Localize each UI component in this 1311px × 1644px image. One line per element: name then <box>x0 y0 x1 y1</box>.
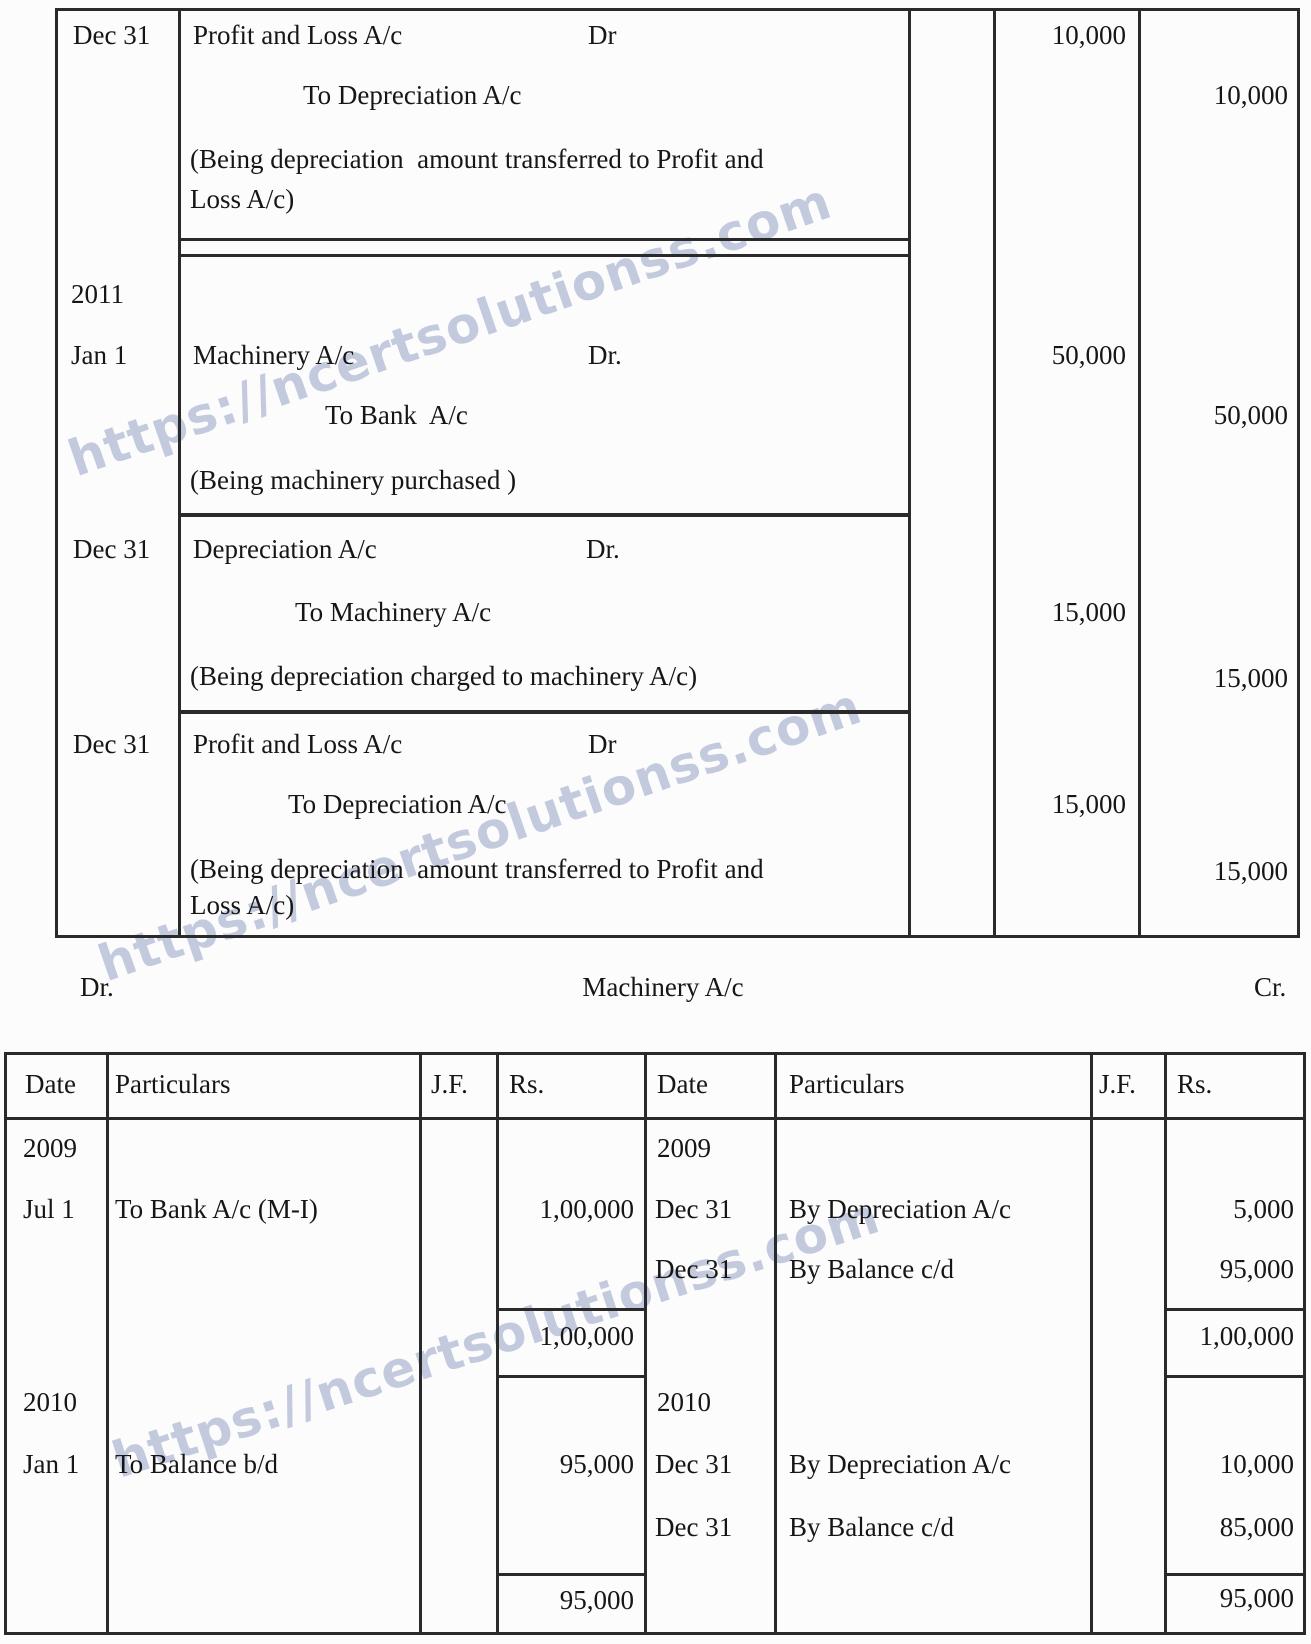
ledger-row-year: 2009 <box>657 1133 711 1163</box>
journal-entry-narration: (Being depreciation charged to machinery… <box>190 661 698 691</box>
ledger-total-amount: 1,00,000 <box>539 1321 635 1351</box>
ledger-total-amount: 95,000 <box>1219 1583 1294 1613</box>
journal-entry-year: 2011 <box>71 279 124 309</box>
ledger-dr-label: Dr. <box>80 972 114 1002</box>
ledger-row-amount: 1,00,000 <box>539 1194 635 1224</box>
ledger-header-particulars: Particulars <box>789 1069 905 1099</box>
ledger-header-rs: Rs. <box>509 1069 545 1099</box>
journal-particulars-column-divider <box>908 11 911 935</box>
ledger-row-particulars: By Balance c/d <box>789 1512 954 1542</box>
journal-date-column-divider <box>178 11 181 935</box>
ledger-total-rule <box>1167 1308 1303 1311</box>
ledger-row-particulars: To Bank A/c (M-I) <box>115 1194 318 1224</box>
ledger-total-rule <box>499 1375 644 1378</box>
journal-entry-debit-amount: 50,000 <box>1051 340 1126 370</box>
ledger-row-date: Dec 31 <box>655 1194 733 1224</box>
journal-entry-divider <box>178 710 911 714</box>
journal-entry-credit-amount: 15,000 <box>1213 856 1288 886</box>
journal-entry-credit-amount: 50,000 <box>1213 400 1288 430</box>
journal-entry-date: Jan 1 <box>71 340 128 370</box>
journal-entry-narration: Loss A/c) <box>190 890 295 920</box>
journal-debit-column-divider <box>1138 11 1141 935</box>
ledger-total-rule <box>499 1308 644 1311</box>
ledger-row-year: 2009 <box>23 1133 77 1163</box>
journal-entry-credit-line: To Depreciation A/c <box>303 80 522 110</box>
ledger-row-date: Dec 31 <box>655 1512 733 1542</box>
ledger-row-date: Dec 31 <box>655 1254 733 1284</box>
ledger-title: Machinery A/c <box>582 972 744 1002</box>
ledger-column-divider <box>106 1055 109 1632</box>
ledger-total-rule <box>499 1573 644 1576</box>
ledger-total-rule <box>1167 1573 1303 1576</box>
ledger-row-date: Jul 1 <box>23 1194 75 1224</box>
journal-entry-narration: (Being depreciation amount transferred t… <box>190 144 764 174</box>
ledger-header-rs: Rs. <box>1177 1069 1213 1099</box>
journal-entry-dr-label: Dr. <box>586 534 620 564</box>
journal-entry-account: Depreciation A/c <box>193 534 377 564</box>
journal-entry-narration: (Being depreciation amount transferred t… <box>190 854 764 884</box>
ledger-header-particulars: Particulars <box>115 1069 231 1099</box>
ledger-row-particulars: To Balance b/d <box>115 1449 279 1479</box>
ledger-total-rule <box>1167 1375 1303 1378</box>
journal-entry-date: Dec 31 <box>73 20 151 50</box>
ledger-total-amount: 1,00,000 <box>1199 1321 1295 1351</box>
ledger-row-year: 2010 <box>657 1387 711 1417</box>
journal-entry-divider <box>178 254 911 257</box>
ledger-row-amount: 95,000 <box>1219 1254 1294 1284</box>
ledger-row-date: Jan 1 <box>23 1449 80 1479</box>
ledger-row-particulars: By Depreciation A/c <box>789 1194 1011 1224</box>
journal-entry-debit-amount: 15,000 <box>1051 597 1126 627</box>
ledger-table: Date Particulars J.F. Rs. Date Particula… <box>4 1052 1306 1635</box>
ledger-column-divider <box>1090 1055 1093 1632</box>
ledger-column-divider <box>1164 1055 1167 1632</box>
journal-entry-divider <box>178 238 911 241</box>
ledger-column-divider <box>774 1055 777 1632</box>
journal-entry-dr-label: Dr <box>588 729 617 759</box>
journal-entry-dr-label: Dr <box>588 20 617 50</box>
ledger-header-date: Date <box>25 1069 76 1099</box>
journal-entry-account: Profit and Loss A/c <box>193 729 403 759</box>
journal-lf-column-divider <box>993 11 996 935</box>
ledger-column-divider <box>419 1055 422 1632</box>
journal-entry-credit-amount: 15,000 <box>1213 663 1288 693</box>
journal-entry-account: Profit and Loss A/c <box>193 20 403 50</box>
ledger-row-particulars: By Balance c/d <box>789 1254 954 1284</box>
ledger-row-particulars: By Depreciation A/c <box>789 1449 1011 1479</box>
journal-entry-divider <box>178 513 911 517</box>
ledger-header-jf: J.F. <box>1099 1069 1136 1099</box>
ledger-row-year: 2010 <box>23 1387 77 1417</box>
journal-entry-credit-line: To Bank A/c <box>325 400 468 430</box>
ledger-total-amount: 95,000 <box>559 1585 634 1615</box>
journal-table: Dec 31 Profit and Loss A/c Dr 10,000 To … <box>55 8 1300 938</box>
journal-entry-debit-amount: 10,000 <box>1051 20 1126 50</box>
ledger-row-amount: 10,000 <box>1219 1449 1294 1479</box>
journal-entry-date: Dec 31 <box>73 729 151 759</box>
journal-entry-narration: Loss A/c) <box>190 184 295 214</box>
ledger-header-date: Date <box>657 1069 708 1099</box>
journal-entry-credit-amount: 10,000 <box>1213 80 1288 110</box>
ledger-row-amount: 95,000 <box>559 1449 634 1479</box>
ledger-row-amount: 85,000 <box>1219 1512 1294 1542</box>
journal-entry-narration: (Being machinery purchased ) <box>190 465 517 495</box>
journal-entry-credit-line: To Machinery A/c <box>295 597 492 627</box>
journal-entry-debit-amount: 15,000 <box>1051 789 1126 819</box>
ledger-column-divider <box>496 1055 499 1632</box>
journal-entry-credit-line: To Depreciation A/c <box>288 789 507 819</box>
journal-entry-account: Machinery A/c <box>193 340 355 370</box>
ledger-cr-label: Cr. <box>1254 972 1287 1002</box>
ledger-header-divider <box>7 1117 1303 1120</box>
ledger-row-date: Dec 31 <box>655 1449 733 1479</box>
journal-entry-date: Dec 31 <box>73 534 151 564</box>
ledger-row-amount: 5,000 <box>1233 1194 1294 1224</box>
ledger-center-divider <box>644 1055 647 1632</box>
ledger-header-jf: J.F. <box>431 1069 468 1099</box>
journal-entry-dr-label: Dr. <box>588 340 622 370</box>
